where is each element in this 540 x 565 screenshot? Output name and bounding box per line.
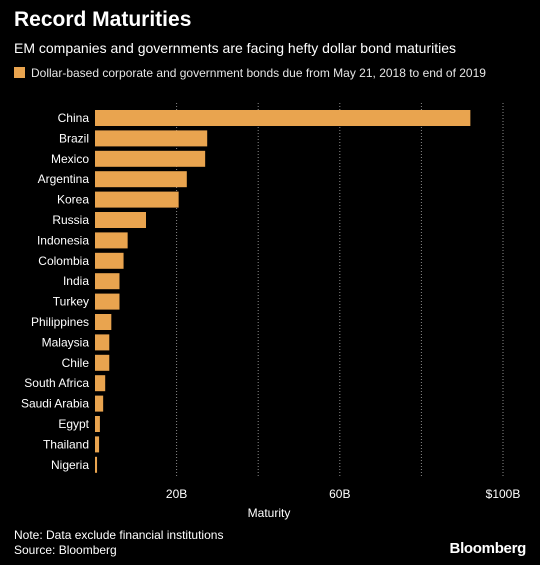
category-label-indonesia: Indonesia xyxy=(37,233,89,247)
bar-korea xyxy=(95,191,179,208)
bar-china xyxy=(95,110,471,126)
category-label-argentina: Argentina xyxy=(38,172,90,186)
category-label-korea: Korea xyxy=(57,193,89,207)
category-label-egypt: Egypt xyxy=(58,417,89,431)
category-label-nigeria: Nigeria xyxy=(51,458,89,472)
bar-brazil xyxy=(95,130,208,147)
x-axis-title: Maturity xyxy=(248,506,291,520)
category-label-saudi-arabia: Saudi Arabia xyxy=(21,397,89,411)
x-tick-label-100: $100B xyxy=(486,487,521,501)
bar-colombia xyxy=(95,252,124,269)
category-label-india: India xyxy=(63,274,89,288)
bar-egypt xyxy=(95,416,100,432)
category-label-turkey: Turkey xyxy=(53,295,89,309)
category-label-thailand: Thailand xyxy=(43,437,89,451)
grid-layer xyxy=(176,103,504,477)
x-tick-label-60: 60B xyxy=(329,487,350,501)
category-label-colombia: Colombia xyxy=(38,254,89,268)
legend-swatch xyxy=(14,67,25,78)
x-tick-label-20: 20B xyxy=(166,487,187,501)
bar-south-africa xyxy=(95,375,106,392)
chart-subtitle: EM companies and governments are facing … xyxy=(14,40,457,56)
source-text: Source: Bloomberg xyxy=(14,543,117,557)
bar-nigeria xyxy=(95,456,98,473)
category-label-chile: Chile xyxy=(62,356,90,370)
category-label-malaysia: Malaysia xyxy=(42,335,90,349)
bar-layer xyxy=(95,110,471,473)
category-label-brazil: Brazil xyxy=(59,131,89,145)
note-text: Note: Data exclude financial institution… xyxy=(14,528,224,542)
bar-russia xyxy=(95,212,146,228)
bar-malaysia xyxy=(95,334,110,351)
footnote: Note: Data exclude financial institution… xyxy=(14,528,223,558)
category-label-mexico: Mexico xyxy=(51,152,89,166)
bloomberg-logo: Bloomberg xyxy=(449,540,527,557)
legend-label: Dollar-based corporate and government bo… xyxy=(31,66,486,80)
bar-argentina xyxy=(95,171,187,188)
tick-layer: 20B 60B $100B xyxy=(166,487,520,501)
bar-turkey xyxy=(95,293,120,310)
label-layer: China Brazil Mexico Argentina Korea Russia Ind… xyxy=(21,111,90,472)
category-label-china: China xyxy=(58,111,90,125)
bar-mexico xyxy=(95,150,206,167)
bar-philippines xyxy=(95,314,112,330)
bar-indonesia xyxy=(95,232,128,249)
category-label-south-africa: South Africa xyxy=(24,376,89,390)
category-label-russia: Russia xyxy=(52,213,89,227)
bar-thailand xyxy=(95,436,100,453)
bar-saudi-arabia xyxy=(95,395,104,412)
bar-chile xyxy=(95,354,110,371)
legend: Dollar-based corporate and government bo… xyxy=(14,65,529,81)
category-label-philippines: Philippines xyxy=(31,315,89,329)
bar-india xyxy=(95,273,120,290)
chart-title: Record Maturities xyxy=(14,8,192,31)
